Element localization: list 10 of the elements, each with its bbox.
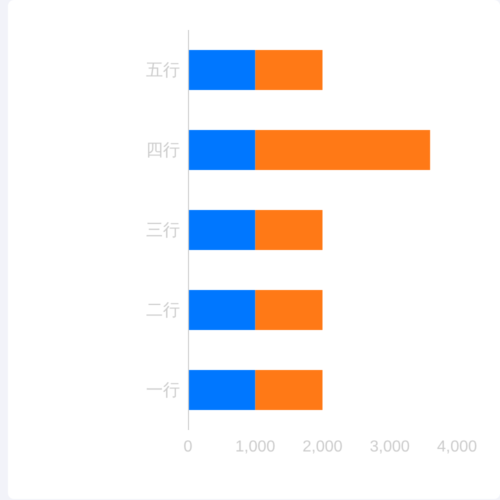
bar (188, 210, 256, 250)
bar (188, 50, 256, 90)
bar (255, 370, 322, 410)
bar (188, 290, 256, 330)
bar (188, 130, 256, 170)
bar (255, 50, 322, 90)
bar (255, 290, 322, 330)
bar (255, 130, 430, 170)
bar (188, 370, 256, 410)
bar (255, 210, 322, 250)
